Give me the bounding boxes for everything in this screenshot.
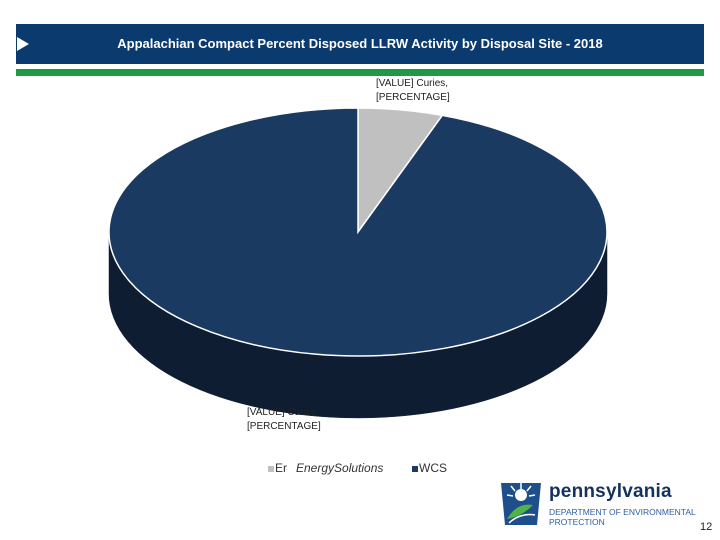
legend-label-wcs: WCS (419, 461, 447, 475)
chart-title: Appalachian Compact Percent Disposed LLR… (117, 36, 603, 51)
logo-dept-line2: PROTECTION (549, 517, 605, 527)
title-divider (16, 69, 704, 76)
legend-swatch-wcs (412, 466, 418, 472)
pie-slice-wcs (108, 107, 608, 357)
data-label-wcs: [VALUE] Curies, [PERCENTAGE] (247, 407, 321, 432)
logo-dept-line1: DEPARTMENT OF ENVIRONMENTAL (549, 507, 696, 517)
legend-label-energysolutions: EnergySolutions (296, 461, 383, 475)
data-label-energysolutions: [VALUE] Curies, [PERCENTAGE] (376, 78, 450, 103)
logo-department: DEPARTMENT OF ENVIRONMENTAL PROTECTION (549, 507, 696, 527)
title-arrow-icon (17, 37, 29, 51)
title-bar: Appalachian Compact Percent Disposed LLR… (16, 24, 704, 64)
page-number: 12 (700, 521, 713, 533)
legend-swatch-energysolutions (268, 466, 274, 472)
legend-prefix: Er (275, 461, 287, 475)
keystone-icon (501, 483, 541, 525)
pa-dep-logo: pennsylvania DEPARTMENT OF ENVIRONMENTAL… (497, 481, 697, 531)
logo-name: pennsylvania (549, 481, 672, 502)
